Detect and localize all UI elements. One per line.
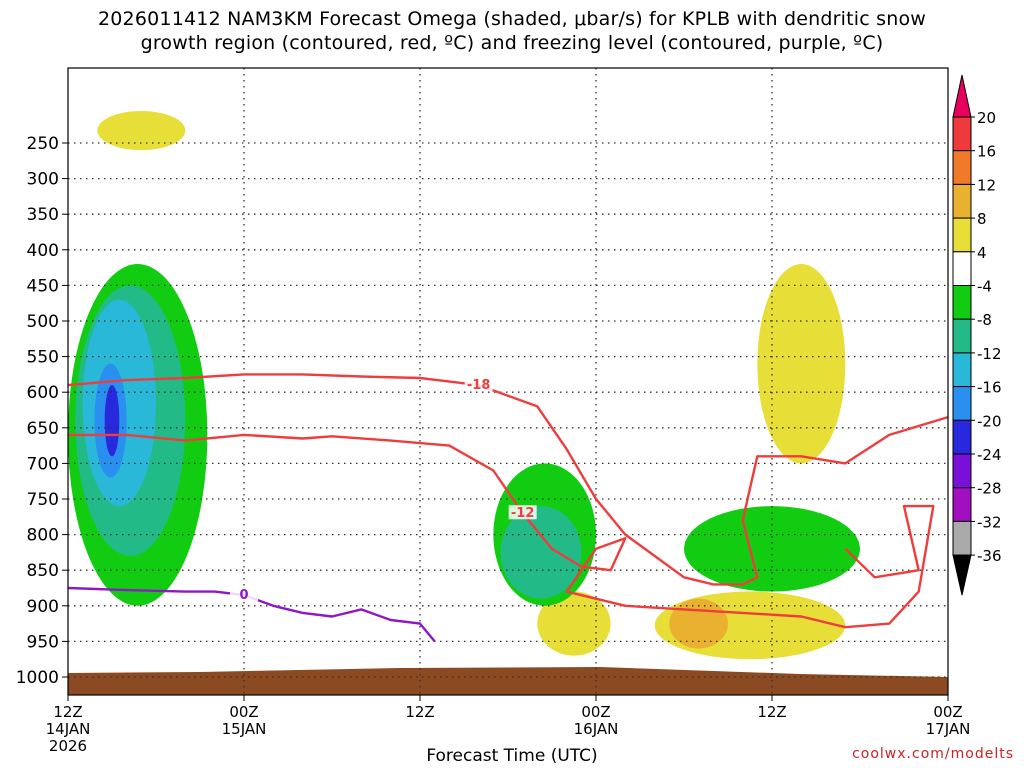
colorbar-swatch-4 <box>952 217 972 253</box>
x-tick-label-24-0: 12Z <box>405 703 434 721</box>
colorbar-swatch-5 <box>952 251 972 287</box>
y-tick-label-950: 950 <box>27 632 59 652</box>
y-tick-label-900: 900 <box>27 597 59 617</box>
x-tick-label-12-0: 00Z <box>229 703 258 721</box>
colorbar-label-0: 20 <box>977 109 996 127</box>
y-tick-label-850: 850 <box>27 561 59 581</box>
contour-0 <box>68 586 436 643</box>
x-tick-label-0-2: 2026 <box>49 737 87 755</box>
plot-frame <box>67 67 949 696</box>
chart-title-line-2: growth region (contoured, red, ºC) and f… <box>140 32 884 54</box>
colorbar-label-1: 16 <box>977 143 996 161</box>
watermark-credit: coolwx.com/modelts <box>852 746 1014 762</box>
x-tick-label-60-1: 17JAN <box>926 720 971 738</box>
y-tick-label-600: 600 <box>27 383 59 403</box>
colorbar-label-12: -32 <box>977 513 1002 531</box>
y-tick-label-300: 300 <box>27 170 59 190</box>
colorbar-label-2: 12 <box>977 176 996 194</box>
colorbar-top-triangle <box>952 74 972 118</box>
chart-title-line-1: 2026011412 NAM3KM Forecast Omega (shaded… <box>97 8 927 30</box>
omega-region-6 <box>757 264 846 464</box>
colorbar-label-7: -12 <box>977 345 1002 363</box>
colorbar-label-10: -24 <box>977 446 1002 464</box>
y-tick-label-700: 700 <box>27 454 59 474</box>
colorbar-label-8: -16 <box>977 379 1002 397</box>
colorbar-label-9: -20 <box>977 412 1002 430</box>
contour--12 <box>68 433 935 629</box>
x-tick-label-48-0: 12Z <box>757 703 786 721</box>
y-tick-label-350: 350 <box>27 205 59 225</box>
colorbar-swatch-12 <box>952 487 972 522</box>
contour-label-bg-0 <box>230 587 258 602</box>
colorbar: 20 16 12 8 4 -4 -8 -12 -16 -20 -24 -28 -32 -36 <box>952 74 1002 596</box>
contour-label-bg--12 <box>508 505 537 520</box>
colorbar-swatch-11 <box>952 453 972 489</box>
colorbar-swatch-3 <box>952 183 972 219</box>
y-tick-label-750: 750 <box>27 490 59 510</box>
y-tick-label-800: 800 <box>27 526 59 546</box>
y-tick-label-250: 250 <box>27 134 59 154</box>
colorbar-label-4: 4 <box>977 244 987 262</box>
y-tick-label-550: 550 <box>27 348 59 368</box>
colorbar-swatch-9 <box>952 386 972 421</box>
contour-labels: -18 -12 0 <box>230 377 537 603</box>
colorbar-swatch-13 <box>952 520 972 556</box>
colorbar-label-6: -8 <box>977 311 992 329</box>
omega-region-11 <box>500 506 582 599</box>
y-tick-label-400: 400 <box>27 241 59 261</box>
omega-region-4 <box>104 385 120 457</box>
grid-lines <box>68 68 948 695</box>
colorbar-swatch-1 <box>952 116 972 152</box>
omega-region-7 <box>537 591 611 656</box>
colorbar-label-3: 8 <box>977 210 987 228</box>
colorbar-bottom-triangle <box>952 554 972 596</box>
contour-label--18: -18 <box>467 378 491 393</box>
y-tick-label-500: 500 <box>27 312 59 332</box>
ground-terrain <box>68 667 948 695</box>
omega-region-5 <box>97 110 186 151</box>
colorbar-label-11: -28 <box>977 480 1002 498</box>
y-tick-label-1000: 1000 <box>16 668 59 688</box>
x-axis-title: Forecast Time (UTC) <box>426 746 598 766</box>
x-tick-label-12-1: 15JAN <box>222 720 267 738</box>
colorbar-swatch-6 <box>952 285 972 320</box>
colorbar-label-13: -36 <box>977 547 1002 565</box>
x-tick-label-0-0: 12Z <box>53 703 82 721</box>
y-axis: 250 300 350 400 450 500 550 600 650 700 750 800 850 9… <box>16 134 68 688</box>
temperature-contours <box>68 373 948 643</box>
x-tick-label-36-1: 16JAN <box>574 720 619 738</box>
colorbar-label-5: -4 <box>977 278 992 296</box>
y-tick-label-650: 650 <box>27 419 59 439</box>
colorbar-swatch-8 <box>952 352 972 388</box>
colorbar-swatch-7 <box>952 318 972 354</box>
contour--18 <box>68 373 948 586</box>
contour-label-0: 0 <box>239 588 248 603</box>
terrain-fill <box>68 667 948 695</box>
x-tick-label-60-0: 00Z <box>933 703 962 721</box>
x-tick-label-0-1: 14JAN <box>46 720 91 738</box>
y-tick-label-450: 450 <box>27 276 59 296</box>
contour-label-bg--18 <box>464 377 493 392</box>
x-tick-label-36-0: 00Z <box>581 703 610 721</box>
contour-label--12: -12 <box>511 506 535 521</box>
colorbar-swatch-10 <box>952 419 972 455</box>
colorbar-swatch-2 <box>952 150 972 185</box>
